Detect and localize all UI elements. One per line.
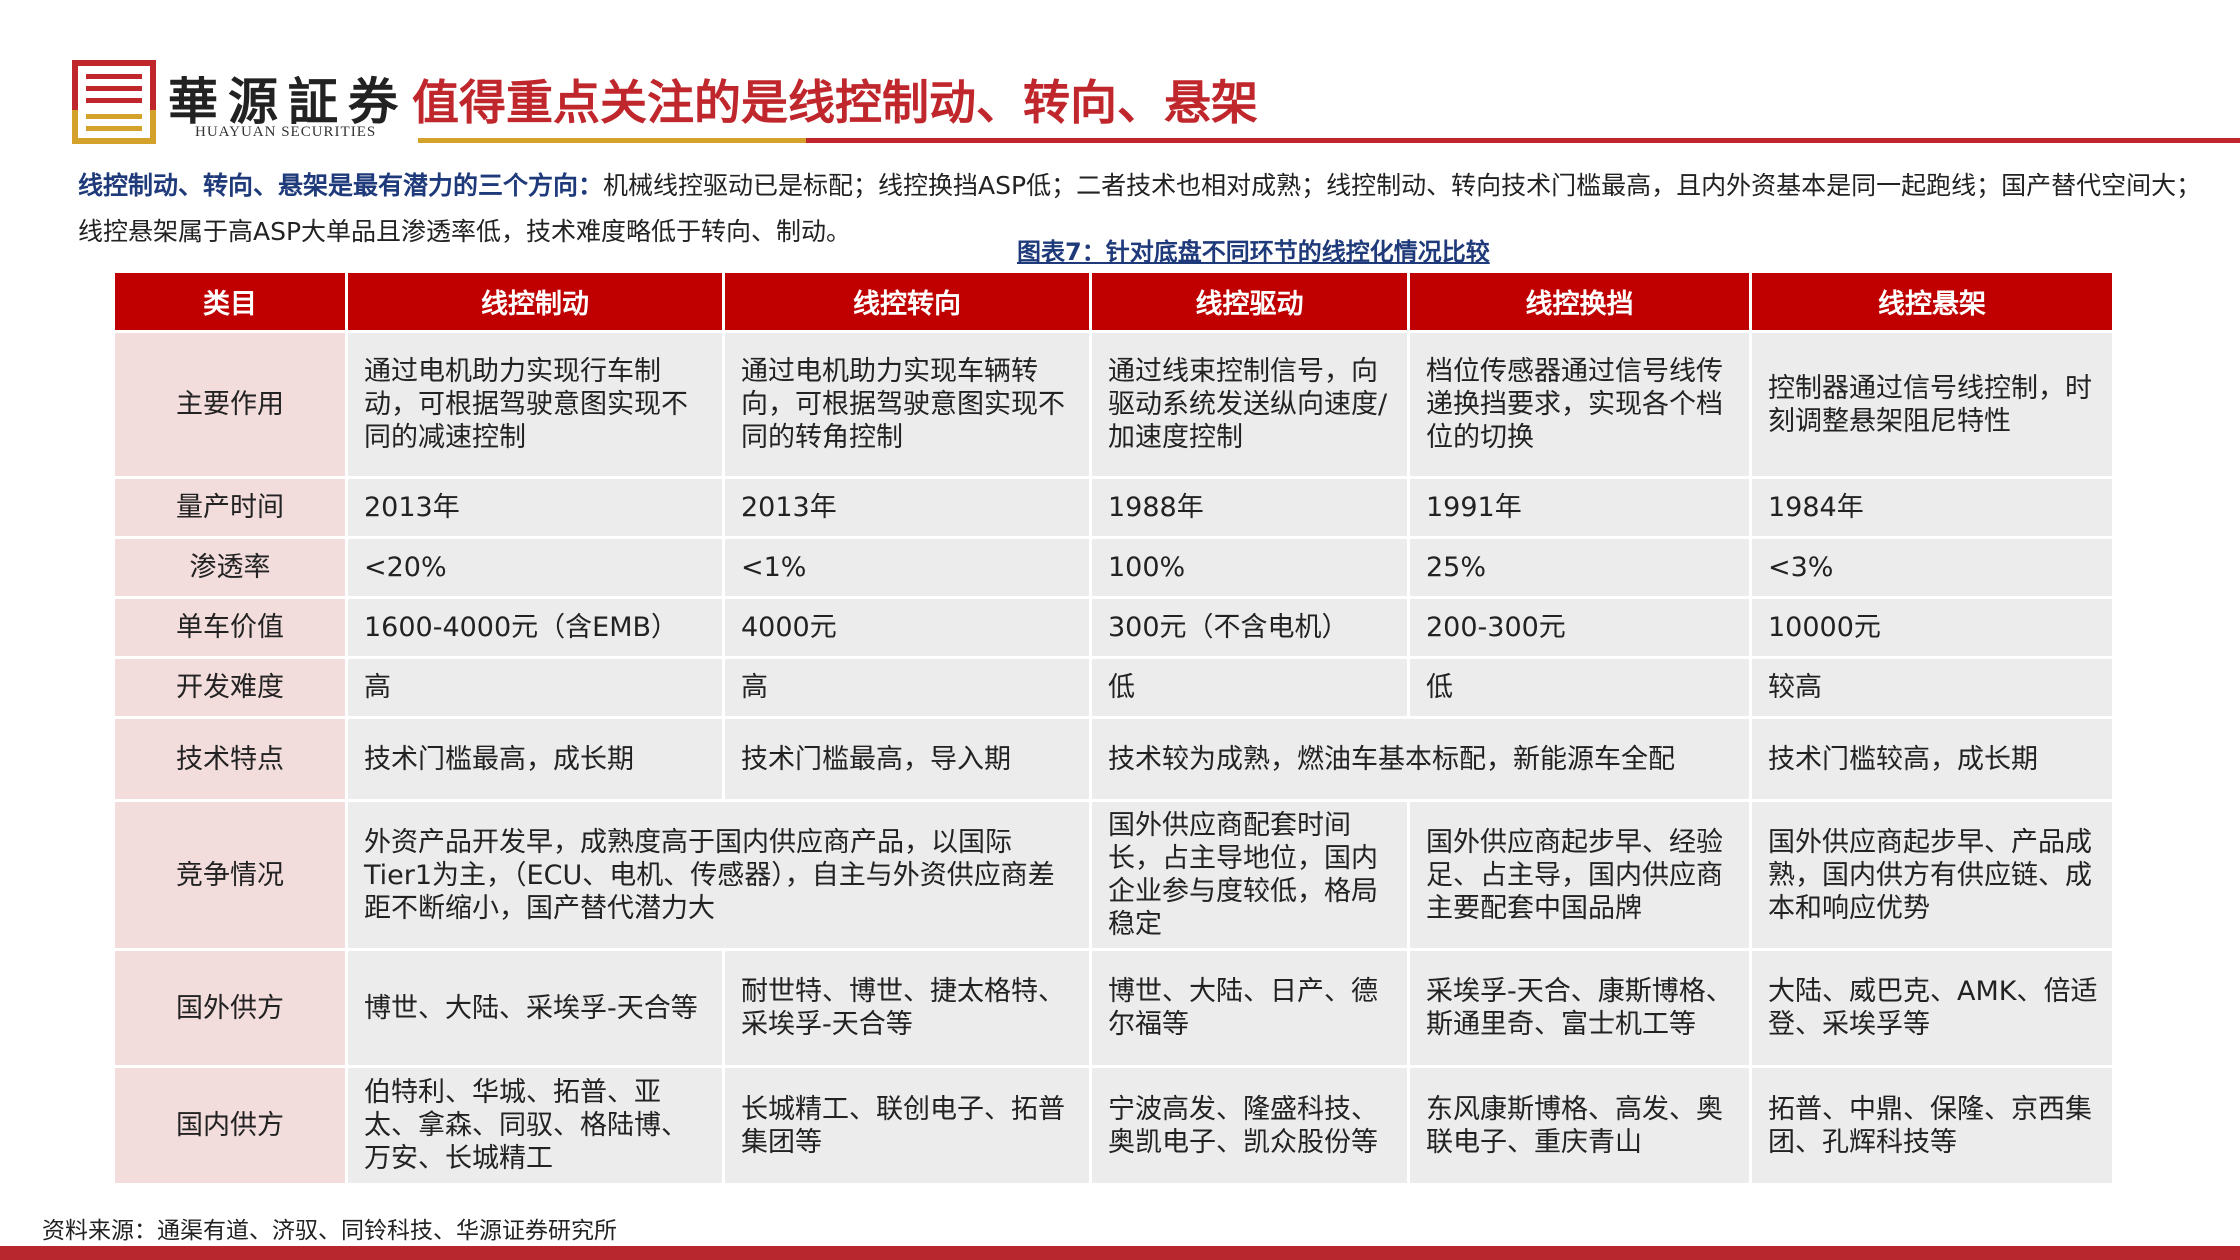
table-cell: 拓普、中鼎、保隆、京西集团、孔辉科技等 bbox=[1752, 1068, 2112, 1183]
table-row: 竞争情况 外资产品开发早，成熟度高于国内供应商产品，以国际Tier1为主，（ECU… bbox=[115, 802, 2112, 948]
table-cell: 低 bbox=[1092, 659, 1407, 716]
table-cell: 200-300元 bbox=[1410, 599, 1749, 656]
page-title: 值得重点关注的是线控制动、转向、悬架 bbox=[412, 76, 1258, 131]
table-cell: 通过线束控制信号，向驱动系统发送纵向速度/加速度控制 bbox=[1092, 333, 1407, 476]
table-cell: <3% bbox=[1752, 539, 2112, 596]
row-label: 国外供方 bbox=[115, 951, 345, 1065]
table-header-row: 类目 线控制动 线控转向 线控驱动 线控换挡 线控悬架 bbox=[115, 273, 2112, 330]
table-cell: 25% bbox=[1410, 539, 1749, 596]
table-cell: 4000元 bbox=[725, 599, 1089, 656]
table-cell: 高 bbox=[725, 659, 1089, 716]
table-cell: 通过电机助力实现行车制动，可根据驾驶意图实现不同的减速控制 bbox=[348, 333, 722, 476]
table-cell: 技术门槛最高，成长期 bbox=[348, 719, 722, 799]
comparison-table: 类目 线控制动 线控转向 线控驱动 线控换挡 线控悬架 主要作用 通过电机助力实现行车制动，… bbox=[112, 270, 2115, 1186]
row-label: 量产时间 bbox=[115, 479, 345, 536]
column-header: 线控换挡 bbox=[1410, 273, 1749, 330]
source-note: 资料来源：通渠有道、济驭、同铃科技、华源证券研究所 bbox=[42, 1218, 617, 1244]
row-label: 开发难度 bbox=[115, 659, 345, 716]
row-label: 渗透率 bbox=[115, 539, 345, 596]
table-cell: 1991年 bbox=[1410, 479, 1749, 536]
brand-name-en: HUAYUAN SECURITIES bbox=[195, 124, 377, 140]
table-cell: 国外供应商起步早、经验足、占主导，国内供应商主要配套中国品牌 bbox=[1410, 802, 1749, 948]
table-cell: 通过电机助力实现车辆转向，可根据驾驶意图实现不同的转角控制 bbox=[725, 333, 1089, 476]
column-header: 线控驱动 bbox=[1092, 273, 1407, 330]
title-rule-red bbox=[806, 138, 2240, 143]
table-cell: 博世、大陆、日产、德尔福等 bbox=[1092, 951, 1407, 1065]
table-row: 开发难度高高低低较高 bbox=[115, 659, 2112, 716]
row-label: 竞争情况 bbox=[115, 802, 345, 948]
table-cell: <1% bbox=[725, 539, 1089, 596]
table-cell: 10000元 bbox=[1752, 599, 2112, 656]
table-cell: 大陆、威巴克、AMK、倍适登、采埃孚等 bbox=[1752, 951, 2112, 1065]
table-cell: 1600-4000元（含EMB） bbox=[348, 599, 722, 656]
table-cell: 1988年 bbox=[1092, 479, 1407, 536]
intro-text: 机械线控驱动已是标配；线控换挡ASP低；二者技术也相对成熟；线控制动、转向技术门… bbox=[78, 171, 2202, 246]
row-label: 国内供方 bbox=[115, 1068, 345, 1183]
figure-caption: 图表7：针对底盘不同环节的线控化情况比较 bbox=[1017, 238, 1490, 266]
table-cell: 100% bbox=[1092, 539, 1407, 596]
table-cell: 东风康斯博格、高发、奥联电子、重庆青山 bbox=[1410, 1068, 1749, 1183]
column-header: 线控转向 bbox=[725, 273, 1089, 330]
table-cell: 技术门槛最高，导入期 bbox=[725, 719, 1089, 799]
table-cell: 博世、大陆、采埃孚-天合等 bbox=[348, 951, 722, 1065]
table-row: 量产时间 2013年 2013年 1988年 1991年 1984年 bbox=[115, 479, 2112, 536]
table-cell: 低 bbox=[1410, 659, 1749, 716]
column-header: 线控制动 bbox=[348, 273, 722, 330]
table-cell: 采埃孚-天合、康斯博格、斯通里奇、富士机工等 bbox=[1410, 951, 1749, 1065]
column-header: 类目 bbox=[115, 273, 345, 330]
table-cell: 控制器通过信号线控制，时刻调整悬架阻尼特性 bbox=[1752, 333, 2112, 476]
table-row: 国内供方 伯特利、华城、拓普、亚太、拿森、同驭、格陆博、万安、长城精工 长城精工、联… bbox=[115, 1068, 2112, 1183]
brand-name: 華源証券 bbox=[168, 72, 408, 131]
table-cell: 1984年 bbox=[1752, 479, 2112, 536]
table-cell: 耐世特、博世、捷太格特、采埃孚-天合等 bbox=[725, 951, 1089, 1065]
table-cell: 技术门槛较高，成长期 bbox=[1752, 719, 2112, 799]
table-cell: 国外供应商配套时间长，占主导地位，国内企业参与度较低，格局稳定 bbox=[1092, 802, 1407, 948]
row-label: 单车价值 bbox=[115, 599, 345, 656]
brand-logo-icon bbox=[72, 60, 156, 144]
footer-bar bbox=[0, 1246, 2240, 1260]
table-cell: 技术较为成熟，燃油车基本标配，新能源车全配 bbox=[1092, 719, 1749, 799]
table-row: 单车价值 1600-4000元（含EMB） 4000元 300元（不含电机） 200-3… bbox=[115, 599, 2112, 656]
row-label: 主要作用 bbox=[115, 333, 345, 476]
table-row: 技术特点 技术门槛最高，成长期 技术门槛最高，导入期 技术较为成熟，燃油车基本标配，新… bbox=[115, 719, 2112, 799]
table-cell: 档位传感器通过信号线传递换挡要求，实现各个档位的切换 bbox=[1410, 333, 1749, 476]
table-cell: 300元（不含电机） bbox=[1092, 599, 1407, 656]
table-cell: 外资产品开发早，成熟度高于国内供应商产品，以国际Tier1为主，（ECU、电机、… bbox=[348, 802, 1089, 948]
table-row: 主要作用 通过电机助力实现行车制动，可根据驾驶意图实现不同的减速控制 通过电机助力实… bbox=[115, 333, 2112, 476]
row-label: 技术特点 bbox=[115, 719, 345, 799]
table-cell: 伯特利、华城、拓普、亚太、拿森、同驭、格陆博、万安、长城精工 bbox=[348, 1068, 722, 1183]
table-cell: <20% bbox=[348, 539, 722, 596]
table-row: 渗透率 <20% <1% 100% 25% <3% bbox=[115, 539, 2112, 596]
table-cell: 2013年 bbox=[725, 479, 1089, 536]
table-cell: 长城精工、联创电子、拓普集团等 bbox=[725, 1068, 1089, 1183]
title-rule-gold bbox=[418, 138, 806, 143]
intro-paragraph: 线控制动、转向、悬架是最有潜力的三个方向：机械线控驱动已是标配；线控换挡ASP低… bbox=[78, 163, 2208, 255]
table-cell: 2013年 bbox=[348, 479, 722, 536]
intro-lead: 线控制动、转向、悬架是最有潜力的三个方向： bbox=[78, 171, 604, 200]
column-header: 线控悬架 bbox=[1752, 273, 2112, 330]
table-row: 国外供方 博世、大陆、采埃孚-天合等 耐世特、博世、捷太格特、采埃孚-天合等 博世、大… bbox=[115, 951, 2112, 1065]
table-cell: 国外供应商起步早、产品成熟，国内供方有供应链、成本和响应优势 bbox=[1752, 802, 2112, 948]
table-cell: 较高 bbox=[1752, 659, 2112, 716]
table-cell: 宁波高发、隆盛科技、奥凯电子、凯众股份等 bbox=[1092, 1068, 1407, 1183]
table-cell: 高 bbox=[348, 659, 722, 716]
